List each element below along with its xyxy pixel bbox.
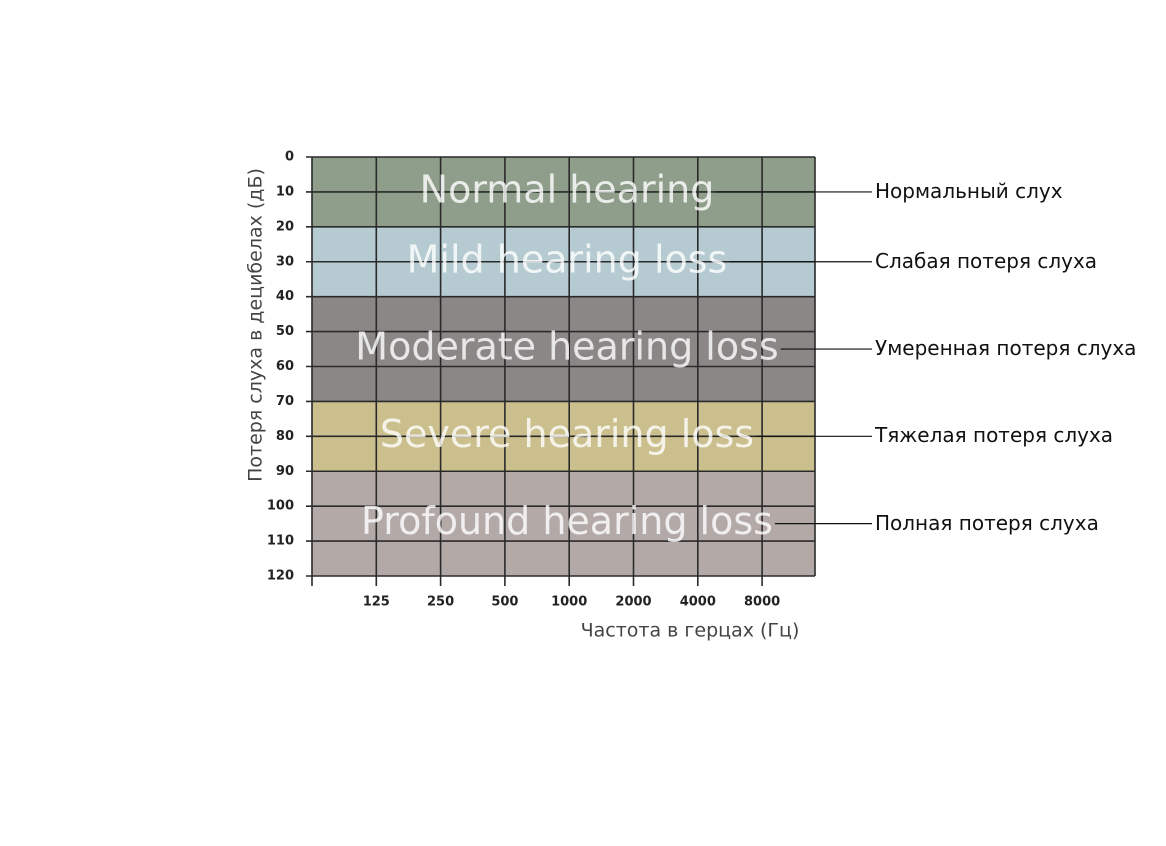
y-tick-label: 30 [276,254,294,269]
band-name: Profound hearing loss [361,499,773,543]
band-name: Mild hearing loss [407,237,728,281]
band-annotation: Слабая потеря слуха [875,248,1098,273]
y-axis-title: Потеря слуха в децибелах (дБ) [245,168,267,482]
band-annotation: Тяжелая потеря слуха [875,423,1114,448]
band [312,296,815,402]
y-tick-label: 100 [267,499,294,514]
y-tick-label: 90 [276,464,294,479]
y-tick-label: 40 [276,289,294,304]
band-name: Severe hearing loss [380,412,754,456]
x-tick-label: 4000 [680,595,716,610]
band-name: Normal hearing [420,167,715,211]
y-tick-label: 10 [276,184,294,199]
y-tick-label: 110 [267,534,294,549]
y-tick-label: 50 [276,324,294,339]
x-tick-label: 8000 [744,595,780,610]
x-tick-label: 125 [363,595,390,610]
y-tick-label: 60 [276,359,294,374]
band-annotation: Полная потеря слуха [875,510,1099,535]
y-tick-label: 70 [276,394,294,409]
x-tick-label: 2000 [615,595,651,610]
x-tick-label: 250 [427,595,454,610]
band-annotation: Нормальный слух [875,178,1063,203]
y-tick-label: 120 [267,569,294,584]
y-tick-label: 0 [285,150,294,165]
y-tick-label: 20 [276,219,294,234]
y-tick-label: 80 [276,429,294,444]
band [312,471,815,576]
band-annotation: Умеренная потеря слуха [875,336,1137,361]
x-tick-label: 500 [491,595,518,610]
x-tick-label: 1000 [551,595,587,610]
band-name: Moderate hearing loss [355,325,778,369]
x-axis-title: Частота в герцах (Гц) [581,620,800,642]
